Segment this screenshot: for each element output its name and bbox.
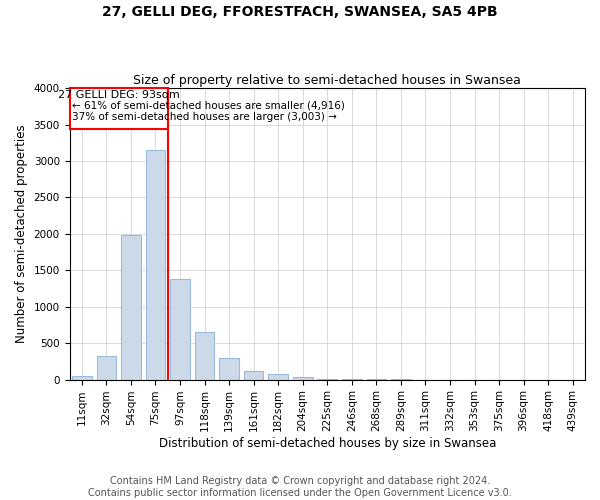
Bar [317, 379, 337, 380]
Text: 27, GELLI DEG, FFORESTFACH, SWANSEA, SA5 4PB: 27, GELLI DEG, FFORESTFACH, SWANSEA, SA5… [102, 5, 498, 19]
Bar [72, 376, 92, 380]
FancyBboxPatch shape [70, 88, 168, 129]
Text: ← 61% of semi-detached houses are smaller (4,916): ← 61% of semi-detached houses are smalle… [72, 100, 345, 110]
Bar [268, 374, 288, 380]
Bar [121, 234, 141, 380]
Bar [195, 332, 214, 380]
Bar [146, 150, 165, 380]
Text: 27 GELLI DEG: 93sqm: 27 GELLI DEG: 93sqm [58, 90, 179, 101]
Title: Size of property relative to semi-detached houses in Swansea: Size of property relative to semi-detach… [133, 74, 521, 87]
Text: 37% of semi-detached houses are larger (3,003) →: 37% of semi-detached houses are larger (… [72, 112, 337, 122]
Bar [219, 358, 239, 380]
X-axis label: Distribution of semi-detached houses by size in Swansea: Distribution of semi-detached houses by … [158, 437, 496, 450]
Text: Contains HM Land Registry data © Crown copyright and database right 2024.
Contai: Contains HM Land Registry data © Crown c… [88, 476, 512, 498]
Bar [97, 356, 116, 380]
Bar [293, 378, 313, 380]
Bar [170, 279, 190, 380]
Y-axis label: Number of semi-detached properties: Number of semi-detached properties [15, 124, 28, 343]
Bar [244, 371, 263, 380]
